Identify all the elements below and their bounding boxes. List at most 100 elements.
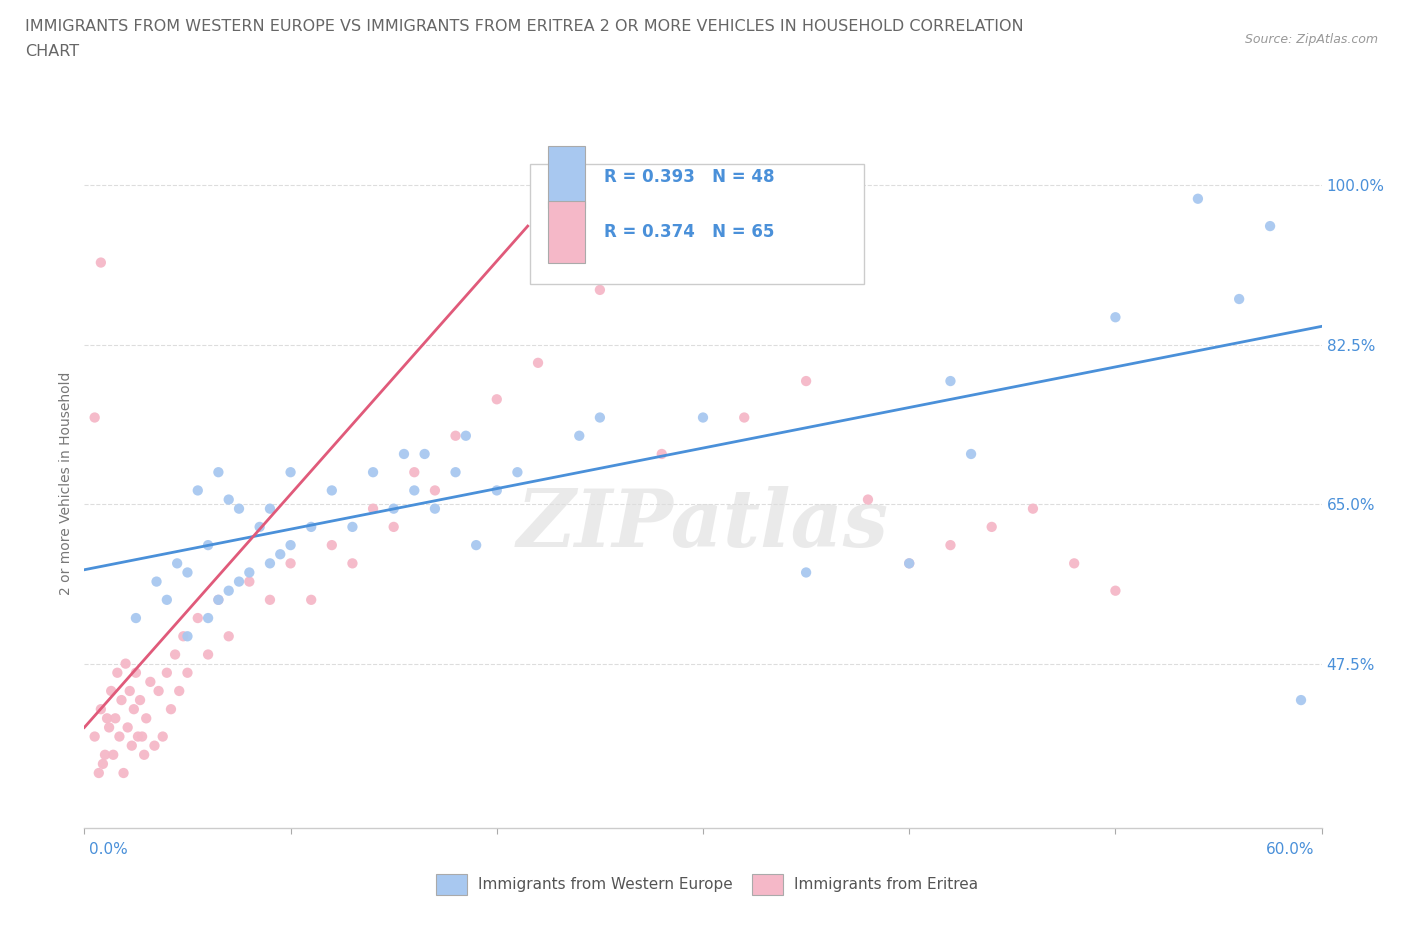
Point — [114, 657, 136, 671]
Point — [1289, 693, 1312, 708]
Y-axis label: 2 or more Vehicles in Household: 2 or more Vehicles in Household — [59, 372, 73, 595]
Point — [207, 592, 229, 607]
Text: 60.0%: 60.0% — [1267, 842, 1315, 857]
Point — [485, 483, 508, 498]
Point — [197, 647, 219, 662]
Point — [651, 446, 673, 461]
Point — [176, 665, 198, 680]
Point — [454, 429, 477, 444]
Point — [423, 483, 446, 498]
Point — [506, 465, 529, 480]
Point — [361, 501, 384, 516]
Text: Immigrants from Eritrea: Immigrants from Eritrea — [794, 877, 979, 892]
Point — [404, 465, 426, 480]
Point — [980, 520, 1002, 535]
Point — [794, 374, 817, 389]
Point — [156, 665, 179, 680]
Point — [108, 729, 131, 744]
Point — [692, 410, 714, 425]
Point — [342, 520, 364, 535]
Point — [122, 702, 145, 717]
Text: R = 0.393   N = 48: R = 0.393 N = 48 — [605, 168, 775, 186]
Point — [413, 446, 436, 461]
Point — [527, 355, 550, 370]
Point — [90, 255, 112, 270]
Point — [112, 765, 135, 780]
Point — [131, 729, 153, 744]
Point — [856, 492, 879, 507]
Point — [1104, 583, 1126, 598]
FancyBboxPatch shape — [548, 146, 585, 208]
Point — [321, 483, 343, 498]
Point — [105, 665, 128, 680]
Point — [207, 592, 229, 607]
Point — [98, 720, 121, 735]
Point — [145, 574, 167, 589]
Point — [152, 729, 174, 744]
Point — [96, 711, 118, 725]
Text: ZIPatlas: ZIPatlas — [517, 486, 889, 564]
Point — [568, 429, 591, 444]
Point — [269, 547, 291, 562]
Point — [589, 283, 612, 298]
Point — [176, 629, 198, 644]
Point — [444, 465, 467, 480]
Point — [127, 729, 149, 744]
Point — [83, 410, 105, 425]
Point — [148, 684, 170, 698]
Point — [382, 520, 405, 535]
Point — [465, 538, 488, 552]
Point — [90, 702, 112, 717]
Point — [299, 520, 322, 535]
Point — [187, 483, 209, 498]
Point — [898, 556, 921, 571]
Point — [1227, 292, 1250, 307]
Point — [423, 501, 446, 516]
Point — [197, 538, 219, 552]
Point — [238, 574, 260, 589]
FancyBboxPatch shape — [530, 164, 863, 284]
Point — [280, 465, 302, 480]
Point — [794, 565, 817, 580]
Point — [228, 574, 250, 589]
Point — [733, 410, 755, 425]
Point — [939, 538, 962, 552]
Point — [404, 483, 426, 498]
Point — [218, 583, 240, 598]
Point — [91, 756, 114, 771]
Point — [299, 592, 322, 607]
Point — [249, 520, 271, 535]
Point — [280, 556, 302, 571]
Point — [156, 592, 179, 607]
Point — [166, 556, 188, 571]
Point — [361, 465, 384, 480]
Point — [1104, 310, 1126, 325]
Point — [167, 684, 190, 698]
Point — [218, 492, 240, 507]
Point — [218, 629, 240, 644]
Point — [898, 556, 921, 571]
Point — [172, 629, 194, 644]
Point — [228, 501, 250, 516]
Point — [392, 446, 415, 461]
Point — [259, 556, 281, 571]
Point — [160, 702, 183, 717]
Point — [118, 684, 141, 698]
Point — [100, 684, 122, 698]
Point — [87, 765, 110, 780]
Point — [129, 693, 152, 708]
Point — [165, 647, 187, 662]
Point — [110, 693, 132, 708]
Point — [83, 729, 105, 744]
Point — [1258, 219, 1281, 233]
Point — [207, 465, 229, 480]
Text: Source: ZipAtlas.com: Source: ZipAtlas.com — [1244, 33, 1378, 46]
FancyBboxPatch shape — [548, 202, 585, 263]
Text: 0.0%: 0.0% — [89, 842, 128, 857]
Text: IMMIGRANTS FROM WESTERN EUROPE VS IMMIGRANTS FROM ERITREA 2 OR MORE VEHICLES IN : IMMIGRANTS FROM WESTERN EUROPE VS IMMIGR… — [25, 19, 1024, 33]
Point — [104, 711, 127, 725]
Point — [589, 410, 612, 425]
Point — [187, 611, 209, 626]
Point — [939, 374, 962, 389]
Point — [382, 501, 405, 516]
